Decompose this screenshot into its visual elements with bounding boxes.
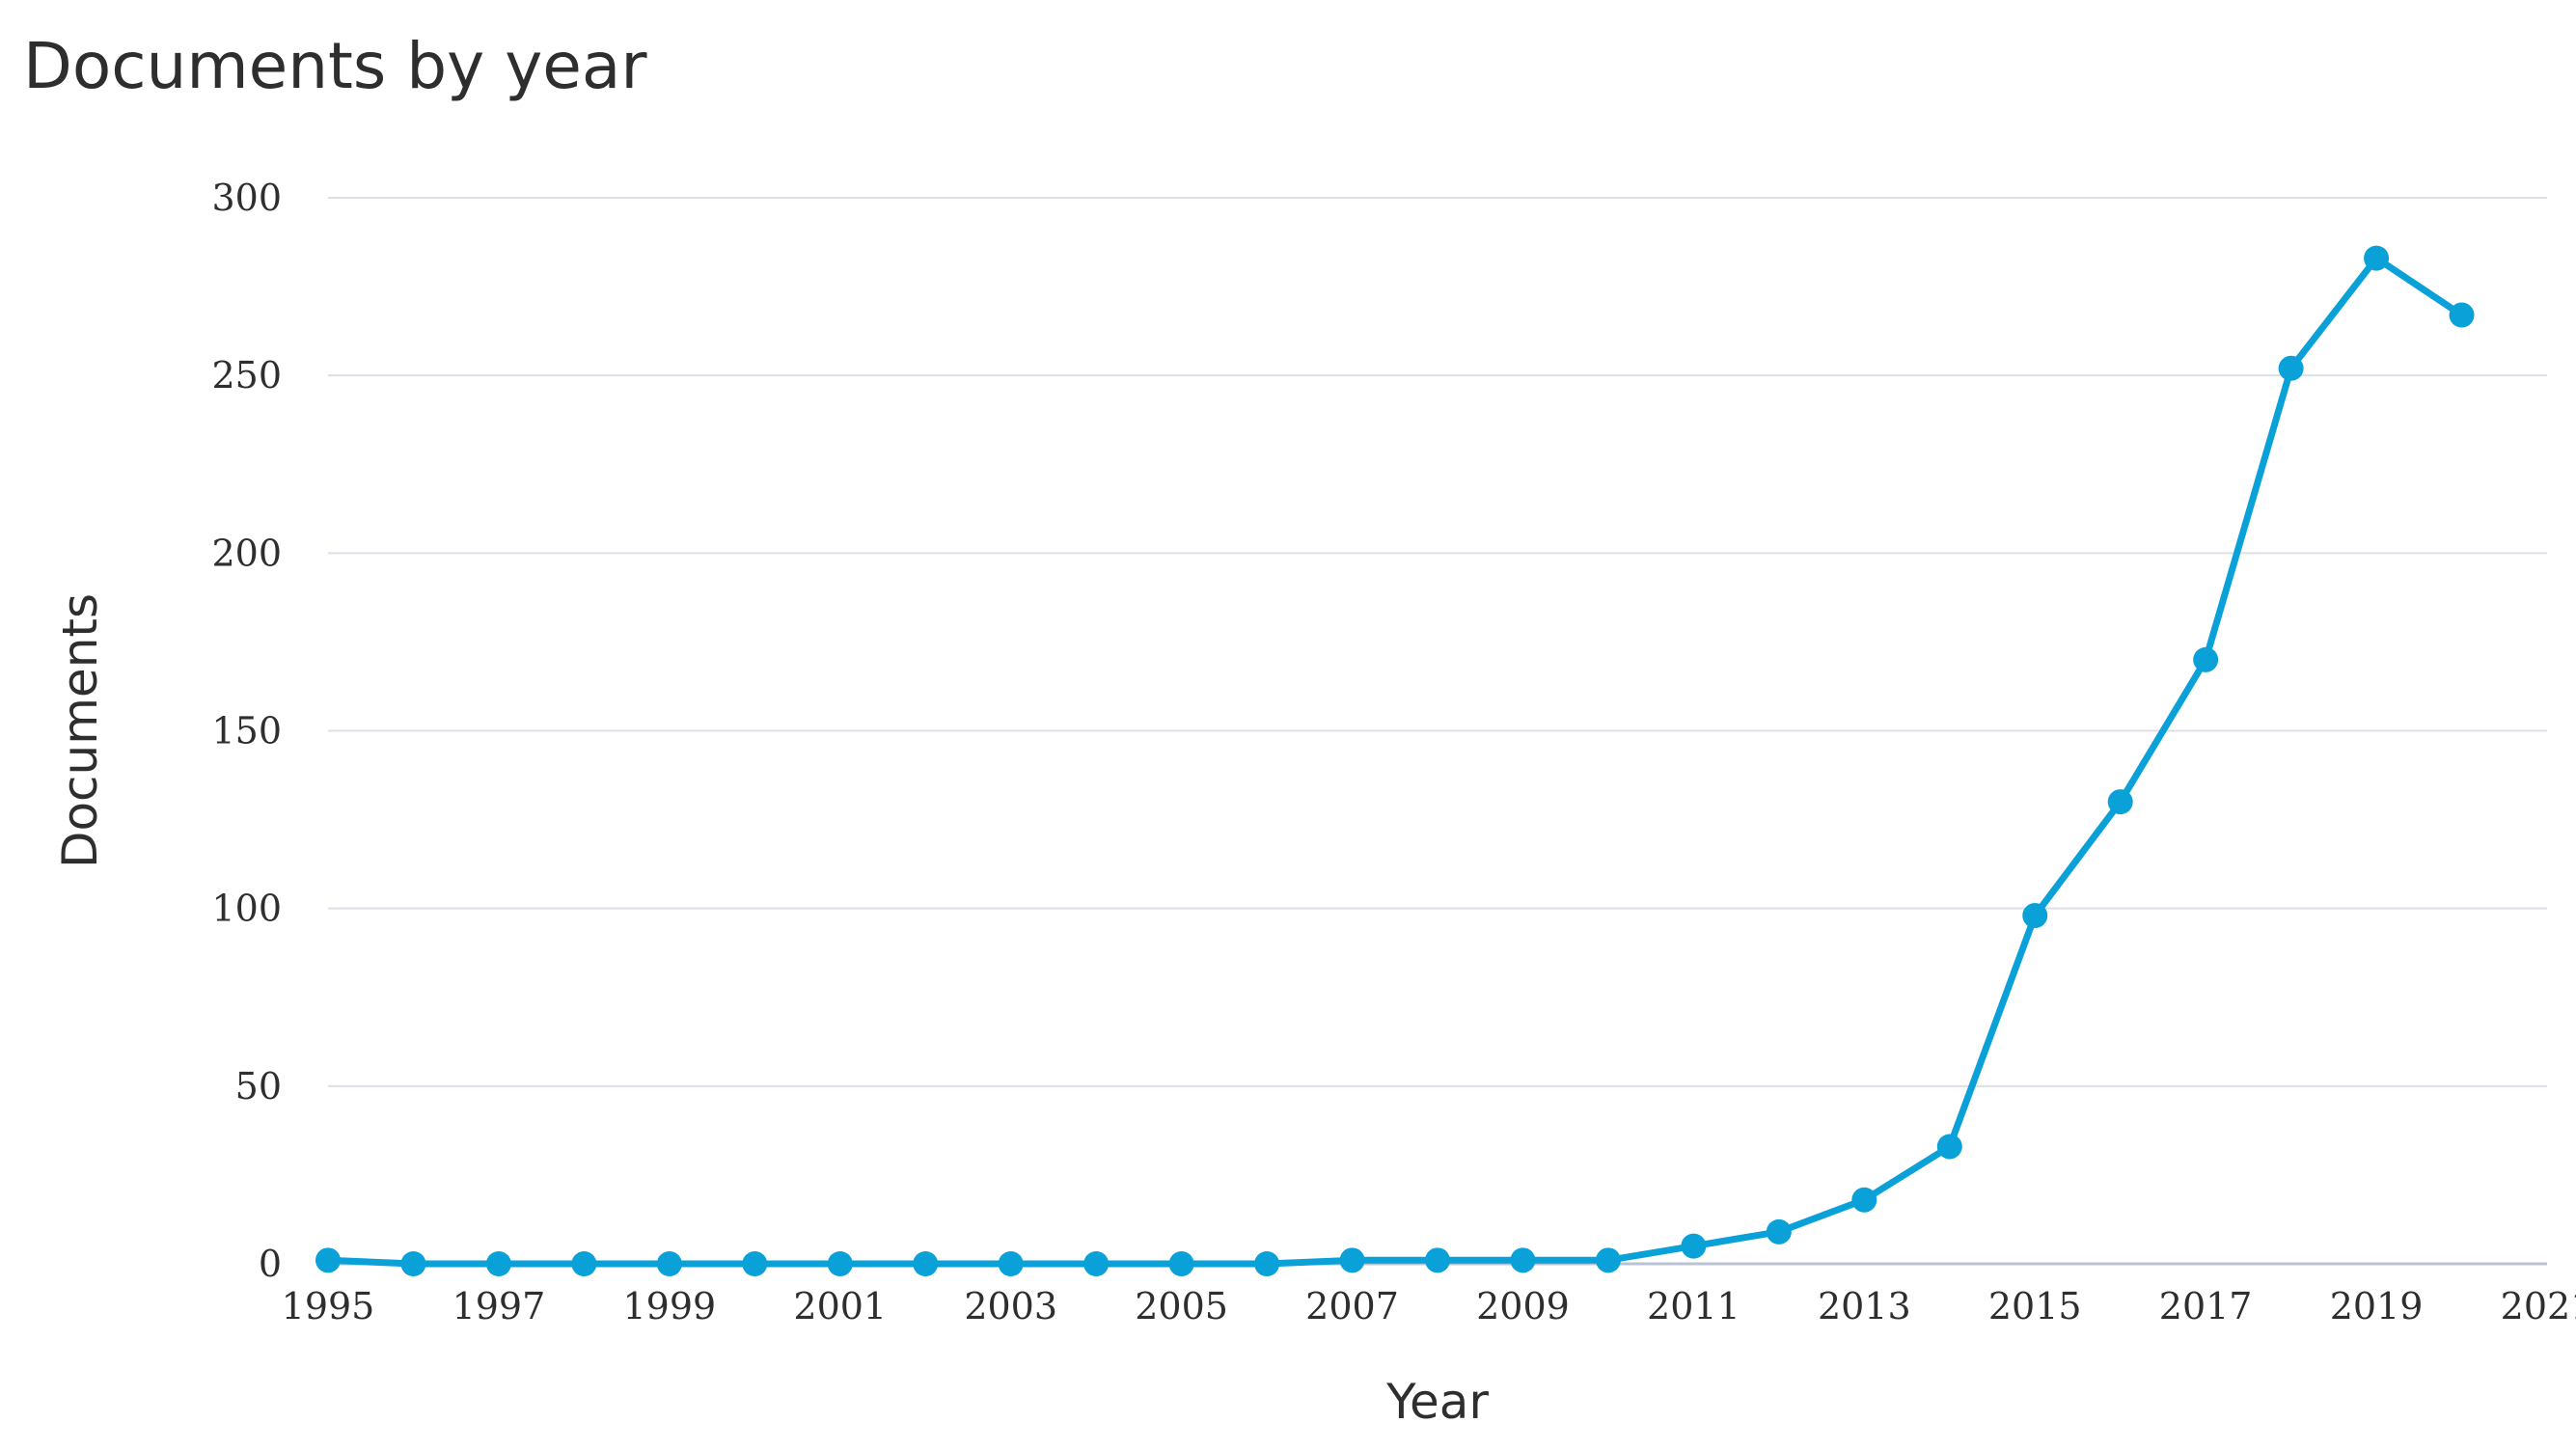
- data-point-2019[interactable]: [2364, 245, 2390, 271]
- data-point-2001[interactable]: [827, 1251, 853, 1276]
- x-tick-label-2021: 2021: [2501, 1285, 2576, 1327]
- data-point-2013[interactable]: [1851, 1187, 1877, 1213]
- data-points[interactable]: [315, 245, 2475, 1276]
- data-point-1998[interactable]: [571, 1251, 597, 1276]
- x-tick-label-2017: 2017: [2159, 1285, 2253, 1327]
- y-tick-label-150: 150: [211, 710, 282, 752]
- data-point-2017[interactable]: [2193, 646, 2219, 672]
- series-line-0: [324, 255, 2465, 1268]
- y-tick-label-50: 50: [235, 1065, 282, 1108]
- y-tick-label-300: 300: [211, 177, 282, 219]
- data-point-1995[interactable]: [315, 1247, 341, 1273]
- y-axis-label: Documents: [52, 593, 108, 868]
- x-axis-label: Year: [1385, 1374, 1489, 1430]
- data-point-2006[interactable]: [1254, 1251, 1280, 1276]
- x-axis-ticks: 1995 1997 1999 2001 2003 2005 2007 2009 2011 2013…: [282, 1285, 2576, 1327]
- x-tick-label-1999: 1999: [622, 1285, 716, 1327]
- data-point-2014[interactable]: [1936, 1134, 1962, 1160]
- data-point-2015[interactable]: [2022, 903, 2048, 929]
- data-point-2002[interactable]: [913, 1251, 939, 1276]
- series-layer: [324, 255, 2465, 1268]
- y-gridlines: [328, 197, 2547, 1266]
- data-point-2012[interactable]: [1766, 1218, 1792, 1245]
- x-tick-label-2001: 2001: [793, 1285, 887, 1327]
- data-point-2007[interactable]: [1339, 1247, 1365, 1273]
- x-tick-label-2007: 2007: [1305, 1285, 1399, 1327]
- data-point-2009[interactable]: [1510, 1247, 1536, 1273]
- data-point-1999[interactable]: [656, 1251, 682, 1276]
- y-tick-label-250: 250: [211, 354, 282, 397]
- x-tick-label-2005: 2005: [1135, 1285, 1228, 1327]
- x-tick-label-2009: 2009: [1476, 1285, 1570, 1327]
- y-tick-label-0: 0: [259, 1243, 282, 1285]
- data-point-2003[interactable]: [998, 1251, 1024, 1276]
- data-point-2016[interactable]: [2107, 789, 2133, 815]
- x-tick-label-2011: 2011: [1647, 1285, 1740, 1327]
- x-tick-label-2013: 2013: [1818, 1285, 1911, 1327]
- data-point-2018[interactable]: [2278, 355, 2304, 381]
- data-point-2010[interactable]: [1595, 1247, 1621, 1273]
- x-tick-label-2015: 2015: [1988, 1285, 2082, 1327]
- x-tick-label-1997: 1997: [452, 1285, 546, 1327]
- data-point-2011[interactable]: [1681, 1233, 1707, 1259]
- x-tick-label-1995: 1995: [282, 1285, 375, 1327]
- chart-title: Documents by year: [23, 29, 647, 103]
- data-point-2008[interactable]: [1425, 1247, 1450, 1273]
- y-tick-label-200: 200: [211, 532, 282, 574]
- data-point-2000[interactable]: [742, 1251, 768, 1276]
- data-point-2005[interactable]: [1168, 1251, 1194, 1276]
- data-point-2020[interactable]: [2449, 302, 2475, 328]
- data-point-2004[interactable]: [1083, 1251, 1110, 1276]
- x-tick-label-2003: 2003: [964, 1285, 1057, 1327]
- y-axis-ticks: 0 50 100 150 200 250 300: [211, 177, 282, 1285]
- data-point-1996[interactable]: [400, 1251, 426, 1276]
- data-point-1997[interactable]: [485, 1251, 511, 1276]
- y-tick-label-100: 100: [211, 888, 282, 930]
- x-tick-label-2019: 2019: [2330, 1285, 2424, 1327]
